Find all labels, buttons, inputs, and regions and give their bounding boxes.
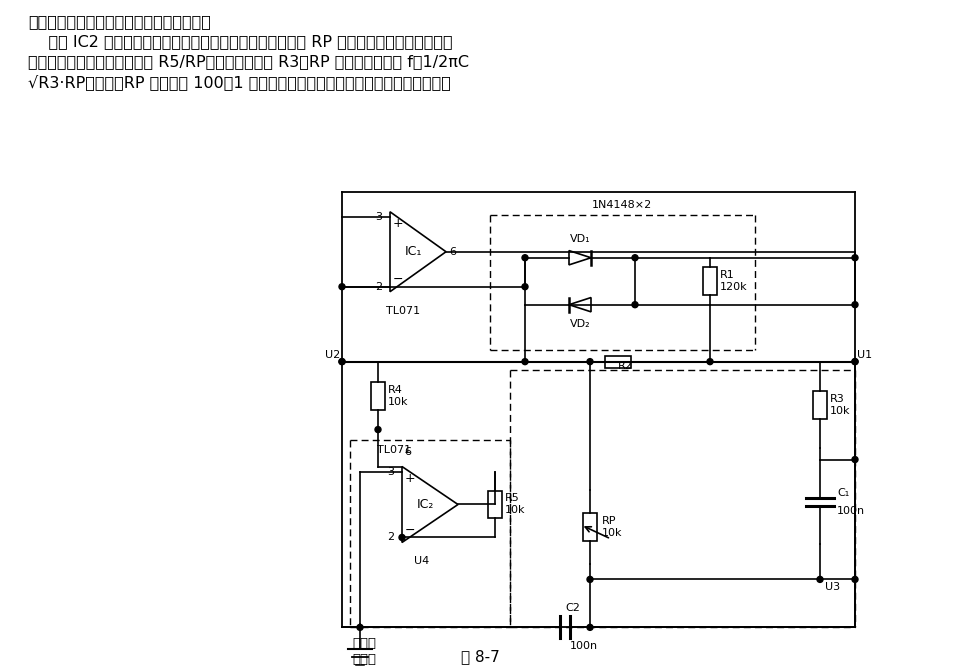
Text: 放大器的增益以对变化的衰减度进行补偿。: 放大器的增益以对变化的衰减度进行补偿。 — [28, 14, 211, 29]
Text: √R3·RP，所以，RP 必须具有 100：1 的电阵变化范围，放大器的增益与该变化一致。: √R3·RP，所以，RP 必须具有 100：1 的电阵变化范围，放大器的增益与该… — [28, 74, 451, 90]
Text: 1N4148×2: 1N4148×2 — [592, 200, 652, 210]
Circle shape — [522, 358, 528, 364]
Circle shape — [522, 255, 528, 261]
Text: 反馈网络的输入臂，其增益为 R5/RP。由于频率是随 R3、RP 的变化，频率为 f＝1/2πC: 反馈网络的输入臂，其增益为 R5/RP。由于频率是随 R3、RP 的变化，频率为… — [28, 54, 469, 69]
Bar — [488, 490, 502, 519]
Text: 6: 6 — [449, 247, 456, 257]
Text: RP: RP — [602, 516, 616, 526]
Text: 3: 3 — [375, 212, 382, 222]
Circle shape — [587, 358, 593, 364]
Text: 10k: 10k — [388, 397, 409, 407]
Text: IC₂: IC₂ — [417, 498, 434, 511]
Text: IC₁: IC₁ — [404, 245, 421, 258]
Bar — [583, 513, 597, 541]
Text: C₁: C₁ — [837, 488, 850, 498]
Circle shape — [357, 624, 363, 630]
Text: −: − — [405, 524, 416, 537]
Circle shape — [632, 255, 638, 261]
Bar — [605, 356, 631, 368]
Text: VD₂: VD₂ — [569, 319, 590, 329]
Circle shape — [587, 576, 593, 582]
Text: TL071: TL071 — [386, 306, 420, 316]
Text: 附加的: 附加的 — [352, 637, 376, 651]
Text: R3: R3 — [830, 393, 845, 403]
Circle shape — [852, 456, 858, 462]
Circle shape — [339, 358, 345, 364]
Text: 10k: 10k — [505, 505, 525, 515]
Polygon shape — [569, 251, 591, 265]
Bar — [813, 391, 827, 419]
Text: +: + — [405, 472, 416, 485]
Text: R1: R1 — [720, 270, 734, 280]
Circle shape — [817, 576, 823, 582]
Text: TL071: TL071 — [377, 444, 411, 454]
Circle shape — [707, 358, 713, 364]
Text: 120k: 120k — [720, 282, 748, 292]
Text: −: − — [393, 273, 403, 286]
Text: R5: R5 — [505, 494, 519, 503]
Text: 100n: 100n — [837, 506, 865, 516]
Text: VD₁: VD₁ — [569, 234, 590, 244]
Text: 2: 2 — [374, 281, 382, 291]
Circle shape — [339, 283, 345, 289]
Text: 3: 3 — [387, 466, 394, 476]
Text: C2: C2 — [565, 604, 580, 613]
Text: 图 8-7: 图 8-7 — [461, 649, 499, 665]
Circle shape — [375, 427, 381, 433]
Text: +: + — [393, 217, 403, 230]
Circle shape — [852, 302, 858, 308]
Circle shape — [852, 255, 858, 261]
Text: U4: U4 — [414, 556, 429, 566]
Circle shape — [339, 358, 345, 364]
Circle shape — [632, 302, 638, 308]
Bar — [371, 382, 385, 409]
Text: U2: U2 — [324, 350, 340, 360]
Text: 6: 6 — [404, 446, 411, 456]
Circle shape — [852, 358, 858, 364]
Text: 由于 IC2 的同相输入端是虚地，电桥的衰减程度由电位器 RP 来确定，它也是补偿放大器: 由于 IC2 的同相输入端是虚地，电桥的衰减程度由电位器 RP 来确定，它也是补… — [28, 34, 452, 49]
Text: 增益级: 增益级 — [352, 653, 376, 667]
Text: 10k: 10k — [602, 528, 622, 538]
Circle shape — [852, 576, 858, 582]
Circle shape — [522, 283, 528, 289]
Circle shape — [587, 624, 593, 630]
Text: R4: R4 — [388, 385, 403, 395]
Text: R2: R2 — [617, 360, 633, 371]
Text: U1: U1 — [857, 350, 872, 360]
Circle shape — [852, 358, 858, 364]
Circle shape — [399, 535, 405, 541]
Bar — [703, 267, 717, 295]
Polygon shape — [569, 297, 591, 312]
Text: 2: 2 — [387, 533, 394, 543]
Text: U3: U3 — [825, 582, 840, 592]
Text: 10k: 10k — [830, 405, 851, 415]
Text: 100n: 100n — [570, 641, 598, 651]
